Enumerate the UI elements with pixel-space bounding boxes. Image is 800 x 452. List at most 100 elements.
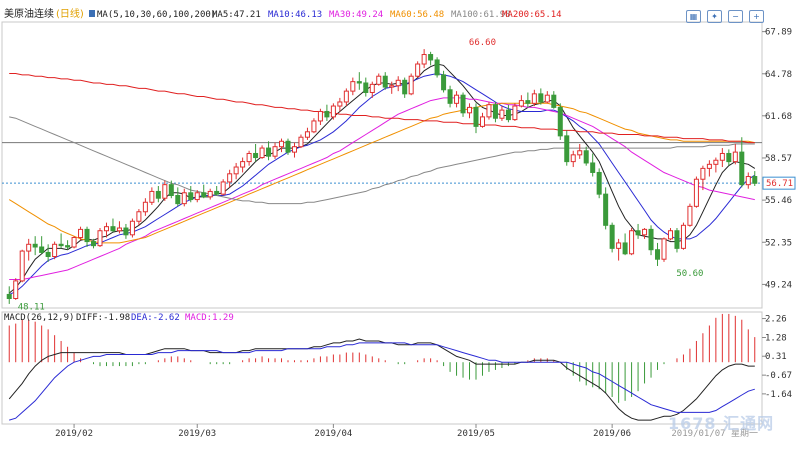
candle — [415, 61, 421, 78]
price-tick-label: 49.24 — [765, 280, 792, 290]
candle — [52, 241, 58, 260]
candle-body — [6, 293, 12, 300]
candle — [207, 188, 213, 200]
price-tick-label: 52.35 — [765, 238, 792, 248]
candle — [129, 218, 135, 238]
candle — [110, 218, 116, 233]
extreme-label: 50.60 — [676, 269, 703, 279]
candle — [97, 228, 103, 248]
candle-body — [629, 230, 635, 255]
candle — [467, 103, 473, 119]
macd-macd-value: MACD:1.29 — [185, 313, 234, 323]
candle — [564, 130, 570, 166]
candle-body — [596, 171, 602, 195]
grid-icon[interactable]: ▦ — [686, 10, 701, 23]
candle-body — [460, 94, 466, 114]
candle-body — [382, 75, 388, 88]
candle-body — [285, 140, 291, 153]
candle — [259, 145, 265, 159]
candle — [693, 176, 699, 208]
date-readout: 2019/01/07 星期一 — [671, 428, 758, 439]
candle — [136, 209, 142, 226]
candle — [168, 180, 174, 199]
candle-body — [693, 178, 699, 207]
candle — [356, 72, 362, 90]
candle — [194, 190, 200, 203]
ma-line-ma30 — [9, 97, 755, 280]
candle — [719, 148, 725, 168]
candle-body — [110, 226, 116, 232]
candle-body — [700, 167, 706, 180]
candle-body — [272, 146, 278, 157]
candle — [324, 104, 330, 121]
price-tick-label: 55.46 — [765, 196, 792, 206]
candle — [298, 134, 304, 149]
candle — [369, 81, 375, 98]
candle-body — [655, 249, 661, 260]
candle — [71, 236, 77, 249]
candle — [583, 146, 589, 166]
chart-toolbar: ▦ ✦ − + — [686, 10, 764, 23]
zoom-out-icon[interactable]: − — [728, 10, 743, 23]
macd-tick-label: -0.67 — [765, 371, 792, 381]
candle — [350, 77, 356, 96]
candle-body — [648, 228, 654, 251]
candle-body — [291, 146, 297, 153]
candle-body — [317, 110, 323, 122]
candle-body — [337, 101, 343, 107]
candle — [421, 49, 427, 69]
candle — [233, 162, 239, 180]
x-tick-label: 2019/05 — [457, 429, 495, 439]
candle — [687, 203, 693, 227]
ma-line-ma5 — [8, 63, 756, 294]
candle-body — [538, 93, 544, 103]
zoom-in-icon[interactable]: + — [749, 10, 764, 23]
candle-body — [732, 151, 738, 163]
candle — [700, 165, 706, 191]
macd-tick-label: 1.28 — [765, 333, 787, 343]
settings-icon[interactable]: ✦ — [707, 10, 722, 23]
ma10-value: MA10:46.13 — [268, 10, 322, 20]
candle — [116, 221, 122, 234]
candle — [149, 187, 155, 205]
x-tick-label: 2019/04 — [314, 429, 352, 439]
candle-body — [642, 228, 648, 236]
candle — [155, 186, 161, 203]
candle — [382, 72, 388, 90]
candle-body — [486, 104, 492, 118]
candle-body — [356, 81, 362, 84]
candle — [518, 95, 524, 108]
candle — [103, 222, 109, 238]
candle — [706, 160, 712, 177]
candle — [505, 104, 511, 123]
candle-body — [441, 74, 447, 91]
candle-body — [726, 152, 732, 163]
candle-body — [168, 184, 174, 196]
candle-body — [583, 150, 589, 164]
candle — [363, 77, 369, 97]
candle — [32, 236, 38, 256]
candle-body — [129, 220, 135, 236]
candle — [739, 137, 745, 188]
x-tick-label: 2019/02 — [55, 429, 93, 439]
ma-marker — [89, 10, 95, 17]
candle — [713, 157, 719, 173]
macd-dea-value: DEA:-2.62 — [131, 313, 180, 323]
candle-body — [343, 90, 349, 103]
candle — [91, 238, 97, 249]
extreme-label: 66.60 — [469, 38, 496, 48]
candle — [220, 179, 226, 196]
candle — [402, 77, 408, 98]
candle — [629, 228, 635, 256]
candle-body — [188, 192, 194, 201]
candle — [596, 168, 602, 199]
candle-body — [279, 140, 285, 148]
candle — [752, 171, 758, 187]
candle-body — [719, 152, 725, 161]
candle-body — [622, 242, 628, 255]
candle — [726, 149, 732, 166]
candle — [39, 236, 45, 254]
candle-body — [421, 54, 427, 65]
macd-panel-border — [1, 311, 763, 425]
